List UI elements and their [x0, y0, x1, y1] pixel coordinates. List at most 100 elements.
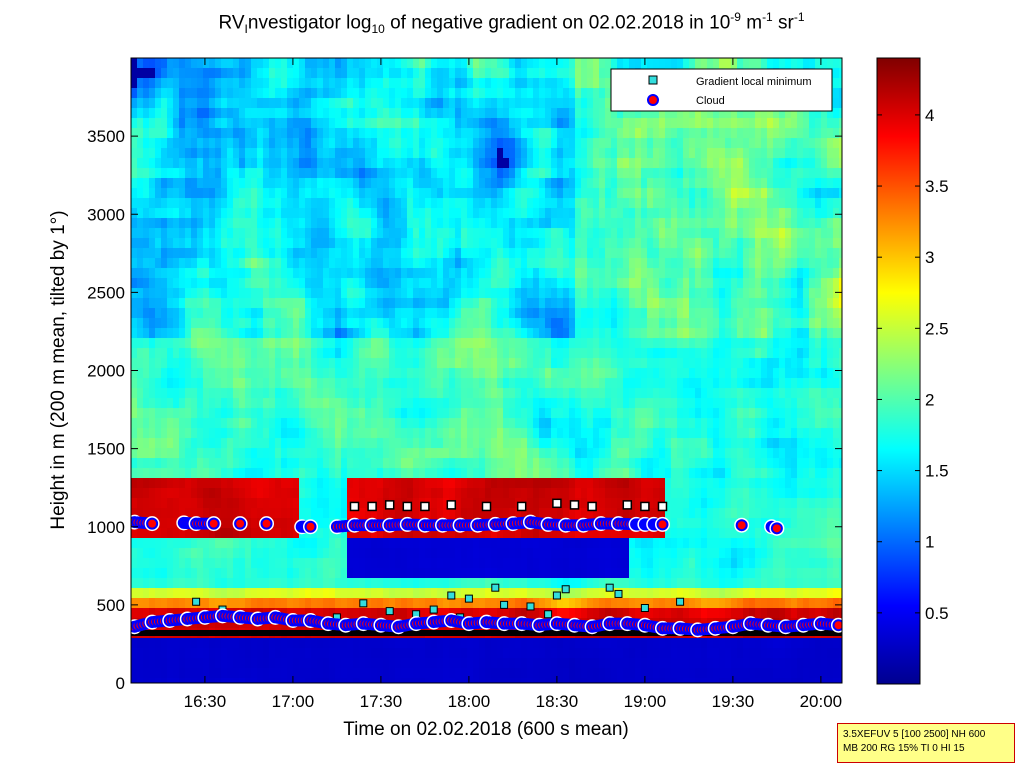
legend-marker-gradient-minimum: [648, 75, 658, 85]
gradient-minimum-low-mark: [512, 630, 531, 636]
x-axis: 16:30 17:00 17:30 18:00 18:30 19:00 19:30 20:00: [184, 58, 843, 711]
gradient-minimum-upper-mark: [657, 501, 668, 512]
gradient-minimum-low-mark: [530, 630, 549, 636]
gradient-minimum-upper-mark: [481, 501, 492, 512]
gradient-minimum-low-mark: [336, 630, 355, 636]
gradient-minimum-mark: [676, 597, 685, 606]
cloud-mark-upper-core: [656, 518, 669, 531]
gradient-minimum-low-mark: [283, 630, 302, 636]
legend-label-gradient-minimum: Gradient local minimum: [696, 76, 812, 88]
gradient-minimum-low-mark: [178, 630, 197, 636]
x-tick-label: 18:00: [448, 692, 491, 711]
chart-title: RVInvestigator log10 of negative gradien…: [218, 10, 805, 37]
gradient-minimum-low-mark: [759, 630, 778, 636]
colorbar: [876, 57, 921, 685]
gradient-minimum-low-mark: [547, 630, 566, 636]
gradient-minimum-mark: [605, 583, 614, 592]
gradient-minimum-mark: [561, 585, 570, 594]
cloud-mark-upper-core: [207, 517, 220, 530]
gradient-minimum-upper-mark: [367, 501, 377, 512]
gradient-minimum-low-mark: [266, 630, 285, 636]
x-tick-label: 19:30: [712, 692, 755, 711]
gradient-minimum-low-mark: [811, 630, 830, 636]
y-tick-label: 0: [116, 674, 125, 693]
y-tick-label: 3000: [87, 205, 125, 224]
x-tick-label: 18:30: [536, 692, 579, 711]
gradient-minimum-low-mark: [600, 630, 619, 636]
gradient-minimum-low-mark: [565, 630, 584, 636]
gradient-minimum-mark: [464, 594, 473, 603]
gradient-minimum-low-mark: [442, 630, 461, 636]
gradient-minimum-upper-mark: [446, 500, 457, 510]
gradient-minimum-mark: [385, 607, 394, 616]
y-tick-label: 3500: [87, 127, 125, 146]
colorbar-tick-label: 2.5: [925, 319, 949, 338]
colorbar-tick-label: 1.5: [925, 462, 949, 481]
cloud-mark-upper-core: [770, 522, 783, 535]
x-tick-label: 16:30: [184, 692, 227, 711]
colorbar-tick-label: 2: [925, 390, 934, 409]
y-tick-label: 1500: [87, 440, 125, 459]
x-tick-label: 17:30: [360, 692, 403, 711]
gradient-minimum-upper-mark: [384, 500, 395, 510]
info-box-line-2: MB 200 RG 15% TI 0 HI 15: [843, 743, 965, 754]
y-axis: 0 500 1000 1500 2000 2500 3000 3500: [87, 127, 842, 693]
legend-marker-cloud: [647, 94, 659, 106]
legend-label-cloud: Cloud: [696, 95, 725, 107]
gradient-minimum-mark: [640, 604, 649, 612]
legend: Gradient local minimum Cloud: [610, 68, 833, 112]
colorbar-tick-label: 3.5: [925, 177, 949, 196]
gradient-minimum-low-mark: [231, 630, 250, 636]
gradient-minimum-mark: [614, 589, 623, 598]
gradient-minimum-upper-mark: [349, 501, 360, 512]
colorbar-tick-label: 0.5: [925, 604, 949, 623]
gradient-minimum-upper-mark: [640, 501, 650, 512]
marker-layer: [131, 498, 842, 638]
gradient-minimum-low-mark: [195, 630, 214, 636]
gradient-minimum-upper-mark: [622, 500, 633, 510]
gradient-minimum-low-mark: [495, 630, 514, 636]
gradient-minimum-low-mark: [794, 630, 813, 636]
gradient-minimum-low-mark: [160, 630, 179, 636]
gradient-minimum-low-mark: [407, 630, 426, 636]
gradient-minimum-low-mark: [354, 630, 373, 636]
gradient-minimum-low-mark: [301, 630, 320, 636]
y-tick-label: 1000: [87, 518, 125, 537]
gradient-minimum-mark: [491, 583, 500, 592]
y-tick-label: 2000: [87, 362, 125, 381]
gradient-minimum-low-mark: [459, 630, 478, 636]
y-tick-label: 2500: [87, 283, 125, 302]
gradient-minimum-mark: [447, 591, 456, 600]
x-tick-label: 20:00: [800, 692, 843, 711]
gradient-minimum-low-mark: [371, 630, 390, 636]
gradient-minimum-low-mark: [618, 630, 637, 636]
info-box-line-1: 3.5XEFUV 5 [100 2500] NH 600: [843, 729, 986, 740]
gradient-minimum-low-mark: [248, 630, 267, 636]
gradient-minimum-low-mark: [477, 630, 496, 636]
gradient-minimum-low-mark: [143, 630, 162, 636]
gradient-minimum-low-mark: [635, 630, 654, 636]
gradient-minimum-mark: [526, 602, 535, 611]
gradient-minimum-low-mark: [213, 630, 232, 636]
colorbar-tick-label: 3: [925, 248, 934, 267]
y-tick-label: 500: [97, 596, 125, 615]
colorbar-tick-label: 1: [925, 533, 934, 552]
gradient-minimum-upper-mark: [516, 501, 527, 512]
gradient-minimum-mark: [192, 597, 201, 606]
gradient-minimum-low-mark: [319, 630, 338, 636]
cloud-mark-upper-core: [260, 517, 273, 530]
cloud-mark-upper-core: [304, 520, 317, 533]
gradient-minimum-low-mark: [424, 630, 443, 636]
gradient-minimum-low-mark: [741, 630, 760, 636]
gradient-minimum-mark: [544, 610, 553, 619]
heatmap-area: [131, 58, 842, 683]
colorbar-ticks: 0.5 1 1.5 2 2.5 3 3.5 4: [877, 106, 949, 623]
cloud-mark-upper-core: [234, 517, 247, 530]
gradient-minimum-upper-mark: [569, 500, 580, 510]
gradient-minimum-mark: [552, 591, 561, 600]
gradient-minimum-upper-mark: [552, 498, 562, 509]
gradient-minimum-low-mark: [829, 630, 842, 636]
gradient-minimum-upper-mark: [420, 501, 430, 512]
cloud-mark-upper-core: [735, 519, 748, 532]
